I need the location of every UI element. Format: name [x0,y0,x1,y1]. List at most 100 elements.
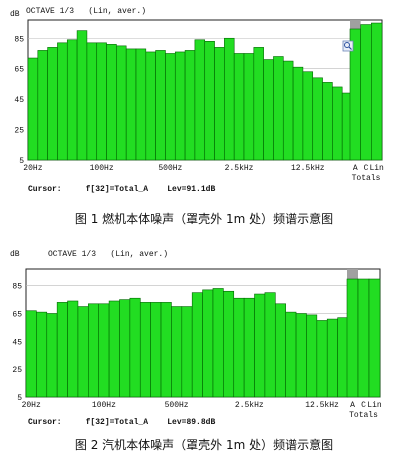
magnifier-lens [344,42,350,48]
spectrum-bar [125,48,137,161]
totals-tick-label: A [350,401,355,410]
spectrum-bar [77,306,89,398]
spectrum-bar [116,45,127,161]
spectrum-bar [181,306,193,398]
totals-bar [357,278,370,398]
x-tick-label: 500Hz [158,164,182,173]
totals-tick-label: C [364,164,369,173]
spectrum-bar [302,71,314,161]
spectrum-bar [46,313,58,398]
chart-title-2: OCTAVE 1/3 (Lin, aver.) [48,250,169,259]
magnifier-handle [348,46,352,50]
x-tick-label: 12.5kHz [291,164,325,173]
y-unit-label-1: dB [10,10,20,19]
spectrum-bar [295,313,307,398]
spectrum-bar [194,39,206,161]
spectrum-bar [155,50,166,161]
spectrum-bar [160,302,172,398]
cursor-readout-2: Cursor: f[32]=Total_A Lev=89.8dB [28,418,215,427]
spectrum-bar [223,290,235,398]
totals-bar [360,24,372,161]
spectrum-bar [98,303,110,398]
spectrum-bar [224,37,235,161]
spectrum-bar [139,302,151,398]
spectrum-bar [174,51,186,161]
spectrum-bar [57,42,68,161]
totals-tick-label: Lin [367,401,382,410]
y-tick-label: 25 [14,127,24,136]
y-unit-label-2: dB [10,250,20,259]
totals-bar [346,278,359,398]
spectrum-bar [88,303,100,398]
y-tick-label: 5 [17,394,22,403]
spectrum-bar [106,44,117,161]
spectrum-bar [316,320,328,398]
spectrum-bar [135,48,147,161]
spectrum-bar [25,310,37,398]
y-tick-label: 45 [12,338,22,347]
totals-tick-label: C [361,401,366,410]
y-tick-label: 25 [12,366,22,375]
spectrum-bar [254,293,266,398]
spectrum-bar [263,59,274,161]
cursor-readout-1: Cursor: f[32]=Total_A Lev=91.1dB [28,185,215,194]
spectrum-bar [165,53,176,161]
spectrum-bar [129,297,141,398]
spectrum-bar [326,318,338,398]
x-tick-label: 20Hz [23,164,42,173]
totals-bar [371,22,383,161]
zoom-magnifier-icon [342,40,354,52]
spectrum-bar [108,300,120,398]
spectrum-bar [150,302,162,398]
spectrum-bar [67,300,79,398]
spectrum-bar [274,303,286,398]
x-tick-label: 2.5kHz [235,401,264,410]
spectrum-bar [171,306,183,398]
x-tick-label: 100Hz [90,164,114,173]
magnifier-box [342,40,354,52]
spectrum-bar [282,60,294,161]
spectrum-bar [214,47,225,161]
spectrum-bar [37,50,48,161]
x-tick-label: 20Hz [22,401,41,410]
totals-tick-label: Lin [369,164,384,173]
spectrum-bar [292,66,304,161]
cursor-level-1: Lev=91.1dB [167,185,216,194]
spectrum-bar [202,289,214,398]
spectrum-bar [306,314,318,398]
spectrum-bar [332,86,343,161]
chart-title-1: OCTAVE 1/3 (Lin, aver.) [26,7,147,16]
totals-label: Totals [349,411,378,420]
spectrum-bar [285,311,297,398]
totals-bar [368,278,381,398]
spectrum-bar [243,297,255,398]
cursor-label-1: Cursor: [28,185,62,194]
spectrum-bar [184,50,196,161]
x-tick-label: 12.5kHz [305,401,339,410]
cursor-field-1: f[32]=Total_A [85,185,149,194]
x-tick-label: 2.5kHz [225,164,254,173]
spectrum-panel-2: OCTAVE 1/3 (Lin, aver.) dB 5 25 45 65 85 A C Li… [0,230,408,456]
spectrum-panel-1: OCTAVE 1/3 (Lin, aver.) dB 5 25 45 65 85 A C Li… [10,7,384,226]
y-tick-label: 45 [14,96,24,105]
spectrum-bar [27,57,39,161]
spectrum-bar [312,77,323,161]
spectrum-bar [36,311,48,398]
spectrum-bar [233,53,245,161]
spectrum-bar [76,30,88,161]
spectrum-bar [337,317,349,398]
x-tick-label: 500Hz [165,401,189,410]
cursor-field-2: f[32]=Total_A [85,418,149,427]
x-tick-label: 100Hz [92,401,116,410]
y-tick-label: 65 [12,311,22,320]
spectrum-bar [47,47,58,161]
totals-tick-label: A [353,164,358,173]
spectrum-bar [145,51,156,161]
y-tick-label: 85 [12,283,22,292]
y-tick-label: 85 [14,35,24,44]
totals-label: Totals [352,174,381,183]
spectrum-bar [56,302,68,398]
spectrum-bar [243,53,255,161]
